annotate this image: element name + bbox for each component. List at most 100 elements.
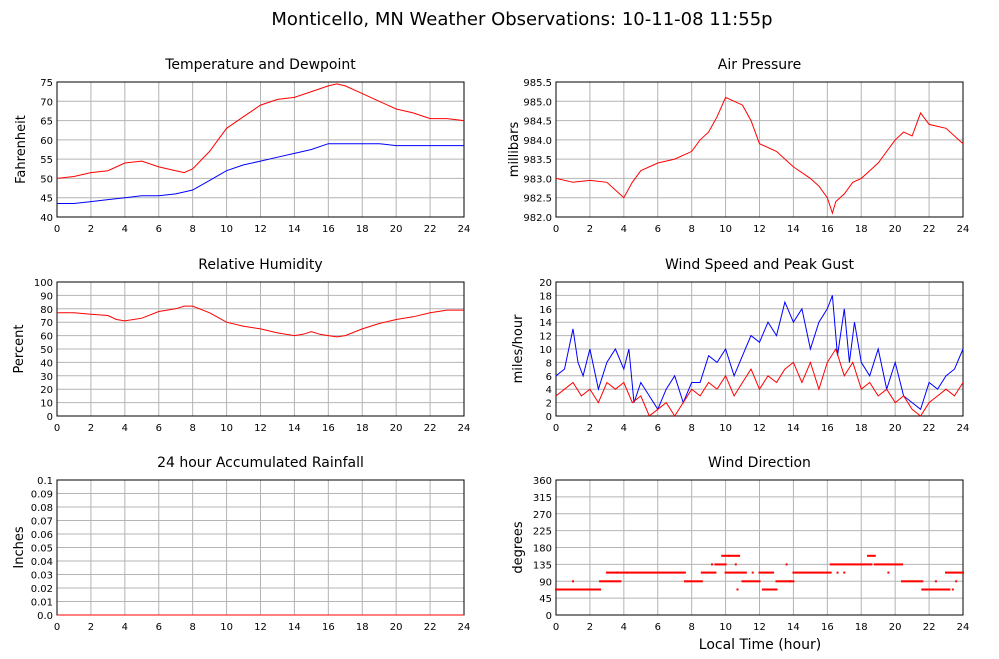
- x-tick-label: 12: [254, 423, 267, 434]
- y-tick-label: 0.09: [31, 490, 53, 501]
- direction-point: [760, 571, 763, 574]
- direction-point: [724, 563, 727, 566]
- direction-point: [892, 563, 895, 566]
- direction-point: [604, 580, 607, 583]
- x-tick-label: 18: [356, 622, 369, 633]
- x-tick-label: 2: [587, 423, 593, 434]
- direction-point: [816, 571, 819, 574]
- direction-point: [626, 571, 629, 574]
- direction-point: [726, 571, 729, 574]
- direction-point: [719, 563, 722, 566]
- y-tick-label: 12: [539, 332, 552, 343]
- y-tick-label: 30: [40, 372, 53, 383]
- direction-point: [711, 571, 713, 574]
- direction-point: [592, 588, 595, 591]
- series-line: [555, 347, 964, 417]
- direction-point: [767, 571, 769, 574]
- direction-point: [958, 571, 961, 574]
- y-tick-label: 2: [546, 399, 552, 410]
- y-tick-label: 80: [40, 305, 53, 316]
- direction-point: [934, 588, 937, 591]
- direction-point: [616, 580, 619, 583]
- x-tick-label: 18: [855, 423, 868, 434]
- y-tick-label: 0.02: [31, 584, 53, 595]
- y-tick-label: 0: [546, 412, 552, 423]
- y-tick-label: 45: [40, 194, 53, 205]
- direction-point: [682, 571, 685, 574]
- direction-point: [767, 588, 769, 591]
- direction-point: [702, 571, 705, 574]
- y-tick-label: 360: [533, 476, 552, 487]
- direction-point: [790, 580, 793, 583]
- direction-point: [868, 563, 871, 566]
- y-axis-label: degrees: [511, 521, 526, 574]
- direction-point: [770, 588, 773, 591]
- chart-title: 24 hour Accumulated Rainfall: [157, 455, 364, 471]
- y-tick-label: 0.01: [31, 598, 53, 609]
- x-tick-label: 2: [587, 622, 593, 633]
- x-tick-label: 12: [254, 622, 267, 633]
- x-tick-label: 14: [288, 423, 301, 434]
- x-tick-label: 20: [889, 423, 902, 434]
- direction-point: [945, 588, 947, 591]
- x-tick-label: 24: [957, 423, 970, 434]
- direction-point: [617, 580, 620, 583]
- direction-point: [653, 571, 656, 574]
- direction-point: [699, 580, 702, 583]
- direction-point: [800, 571, 803, 574]
- direction-point: [921, 580, 924, 583]
- x-tick-label: 22: [923, 622, 936, 633]
- direction-point: [834, 563, 837, 566]
- direction-point: [828, 571, 830, 574]
- x-tick-label: 12: [753, 622, 766, 633]
- direction-point: [873, 554, 876, 557]
- direction-point: [734, 571, 737, 574]
- direction-point: [884, 563, 886, 566]
- direction-point: [750, 580, 752, 583]
- x-tick-label: 12: [753, 423, 766, 434]
- direction-point: [794, 571, 797, 574]
- direction-point: [560, 588, 563, 591]
- x-tick-label: 6: [156, 423, 162, 434]
- direction-point: [917, 580, 920, 583]
- direction-point: [729, 554, 732, 557]
- chart-title: Relative Humidity: [198, 257, 322, 273]
- direction-point: [882, 563, 885, 566]
- direction-point: [643, 571, 646, 574]
- x-tick-label: 16: [322, 224, 335, 235]
- x-tick-label: 8: [688, 423, 694, 434]
- direction-point: [721, 554, 724, 557]
- direction-point: [595, 588, 598, 591]
- y-tick-label: 0.1: [37, 476, 53, 487]
- direction-point: [929, 588, 932, 591]
- x-tick-label: 16: [821, 622, 834, 633]
- direction-point: [748, 580, 751, 583]
- x-tick-label: 12: [254, 224, 267, 235]
- x-tick-label: 2: [88, 224, 94, 235]
- direction-point: [675, 571, 678, 574]
- direction-point: [901, 580, 903, 583]
- direction-point: [568, 588, 571, 591]
- direction-point: [555, 588, 557, 591]
- direction-point: [605, 571, 608, 574]
- direction-point: [668, 571, 671, 574]
- y-tick-label: 10: [539, 345, 552, 356]
- y-tick-label: 0.04: [31, 557, 53, 568]
- direction-point: [897, 563, 900, 566]
- y-tick-label: 225: [533, 527, 552, 538]
- x-tick-label: 16: [821, 423, 834, 434]
- direction-point: [772, 588, 775, 591]
- direction-point: [612, 580, 615, 583]
- direction-point: [753, 580, 756, 583]
- y-tick-label: 45: [539, 594, 552, 605]
- direction-point: [768, 588, 771, 591]
- x-tick-label: 10: [719, 224, 732, 235]
- direction-point: [770, 571, 773, 574]
- y-tick-label: 984.0: [523, 136, 552, 147]
- x-tick-label: 16: [322, 622, 335, 633]
- direction-point: [858, 563, 861, 566]
- y-tick-label: 0.06: [31, 530, 53, 541]
- direction-point: [687, 580, 690, 583]
- direction-point: [685, 580, 688, 583]
